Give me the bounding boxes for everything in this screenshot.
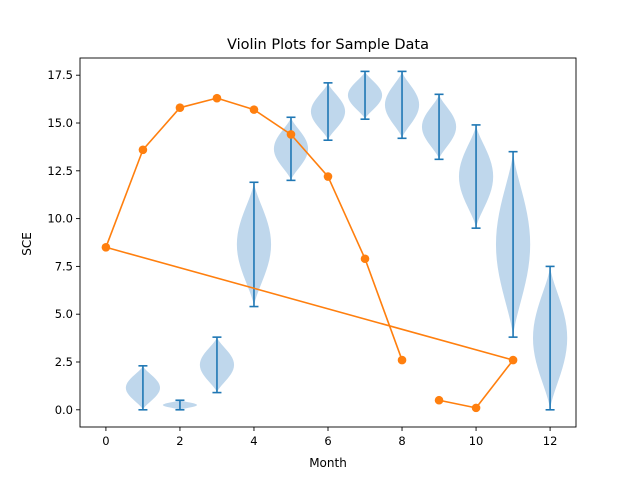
line-segment-10 (438, 399, 477, 409)
line-point-9 (397, 355, 407, 365)
y-tick-label-7: 17.5 (47, 68, 73, 82)
line-point-8 (360, 254, 370, 264)
y-tick-label-4: 10.0 (47, 212, 73, 226)
line-segment-3 (179, 97, 218, 109)
line-point-6 (286, 130, 296, 139)
line-segment-8 (364, 258, 403, 361)
line-segment-6 (290, 133, 329, 178)
x-tick-label-2: 2 (176, 434, 183, 448)
line-point-3 (175, 103, 185, 113)
x-tick-label-12: 12 (543, 434, 558, 448)
line-segment-7 (327, 176, 366, 260)
x-axis-label: Month (309, 456, 347, 470)
line-point-10 (434, 395, 444, 405)
y-tick-label-6: 15.0 (47, 116, 73, 130)
y-tick-label-3: 7.5 (55, 259, 73, 273)
x-tick-label-6: 6 (324, 434, 331, 448)
line-segment-2 (142, 107, 181, 151)
x-tick-label-0: 0 (102, 434, 109, 448)
line-point-4 (212, 93, 222, 103)
chart-title: Violin Plots for Sample Data (227, 37, 429, 53)
x-tick-label-10: 10 (469, 434, 484, 448)
line-segment-11 (475, 359, 514, 409)
y-tick-label-5: 12.5 (47, 164, 73, 178)
line-point-2 (138, 145, 148, 155)
x-tick-label-8: 8 (398, 434, 405, 448)
line-point-12 (508, 355, 518, 365)
line-point-1 (101, 242, 111, 252)
line-segment-12 (105, 246, 514, 361)
line-segment-1 (105, 149, 144, 248)
plot-area: 0 2 4 6 8 10 12 0.0 2.5 5.0 7.5 10.0 12.5 15.0 17.5 (47, 57, 577, 448)
y-axis-label: SCE (20, 232, 34, 256)
y-tick-label-2: 5.0 (55, 307, 73, 321)
y-tick-label-1: 2.5 (55, 355, 73, 369)
line-point-5 (249, 105, 259, 114)
y-tick-label-0: 0.0 (55, 403, 73, 417)
line-point-7 (323, 172, 333, 181)
line-segment-4 (216, 97, 255, 111)
line-segment-5 (253, 108, 292, 136)
line-point-11 (471, 403, 481, 413)
x-tick-label-4: 4 (250, 434, 257, 448)
